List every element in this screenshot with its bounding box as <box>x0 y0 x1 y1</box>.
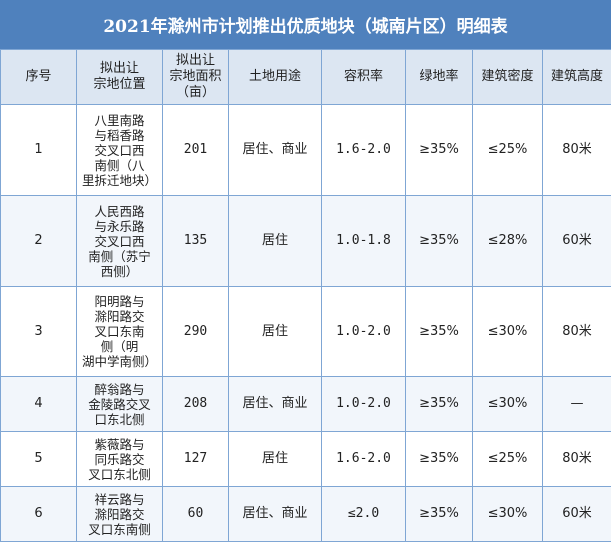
cell-area: 60 <box>163 487 229 542</box>
cell-land-use: 居住、商业 <box>229 487 322 542</box>
cell-location: 阳明路与 滁阳路交 叉口东南 侧（明 湖中学南侧） <box>77 287 163 377</box>
column-header-far: 容积率 <box>322 50 406 105</box>
table-title: 2021年滁州市计划推出优质地块（城南片区）明细表 <box>0 0 611 49</box>
cell-far: 1.0-2.0 <box>322 287 406 377</box>
cell-land-use: 居住 <box>229 287 322 377</box>
cell-no: 5 <box>1 432 77 487</box>
cell-height: 80米 <box>543 287 611 377</box>
cell-area: 127 <box>163 432 229 487</box>
cell-location: 祥云路与 滁阳路交 叉口东南侧 <box>77 487 163 542</box>
cell-far: 1.0-1.8 <box>322 196 406 287</box>
cell-green-ratio: ≥35% <box>406 432 473 487</box>
cell-area: 290 <box>163 287 229 377</box>
cell-no: 1 <box>1 105 77 196</box>
column-header-height: 建筑高度 <box>543 50 611 105</box>
land-plot-table: 序号 拟出让 宗地位置 拟出让 宗地面积 （亩） 土地用途 容积率 绿地率 建筑… <box>0 49 611 542</box>
column-header-green-ratio: 绿地率 <box>406 50 473 105</box>
cell-height: 60米 <box>543 196 611 287</box>
cell-far: 1.6-2.0 <box>322 105 406 196</box>
cell-density: ≤25% <box>473 432 543 487</box>
cell-far: 1.0-2.0 <box>322 377 406 432</box>
cell-location: 醉翁路与 金陵路交叉 口东北侧 <box>77 377 163 432</box>
cell-height: 80米 <box>543 432 611 487</box>
cell-no: 4 <box>1 377 77 432</box>
cell-density: ≤30% <box>473 487 543 542</box>
table-row: 1 八里南路 与稻香路 交叉口西 南侧（八 里拆迁地块） 201 居住、商业 1… <box>1 105 611 196</box>
column-header-density: 建筑密度 <box>473 50 543 105</box>
cell-location: 八里南路 与稻香路 交叉口西 南侧（八 里拆迁地块） <box>77 105 163 196</box>
header-row: 序号 拟出让 宗地位置 拟出让 宗地面积 （亩） 土地用途 容积率 绿地率 建筑… <box>1 50 611 105</box>
cell-green-ratio: ≥35% <box>406 287 473 377</box>
cell-green-ratio: ≥35% <box>406 105 473 196</box>
table-row: 4 醉翁路与 金陵路交叉 口东北侧 208 居住、商业 1.0-2.0 ≥35%… <box>1 377 611 432</box>
cell-density: ≤25% <box>473 105 543 196</box>
cell-height: — <box>543 377 611 432</box>
cell-height: 60米 <box>543 487 611 542</box>
cell-area: 201 <box>163 105 229 196</box>
cell-no: 2 <box>1 196 77 287</box>
cell-no: 6 <box>1 487 77 542</box>
cell-land-use: 居住 <box>229 196 322 287</box>
cell-far: ≤2.0 <box>322 487 406 542</box>
cell-density: ≤30% <box>473 287 543 377</box>
table-row: 3 阳明路与 滁阳路交 叉口东南 侧（明 湖中学南侧） 290 居住 1.0-2… <box>1 287 611 377</box>
cell-location: 人民西路 与永乐路 交叉口西 南侧（苏宁 西侧） <box>77 196 163 287</box>
cell-green-ratio: ≥35% <box>406 487 473 542</box>
cell-location: 紫薇路与 同乐路交 叉口东北侧 <box>77 432 163 487</box>
cell-density: ≤28% <box>473 196 543 287</box>
cell-far: 1.6-2.0 <box>322 432 406 487</box>
cell-area: 135 <box>163 196 229 287</box>
cell-density: ≤30% <box>473 377 543 432</box>
cell-green-ratio: ≥35% <box>406 196 473 287</box>
cell-land-use: 居住、商业 <box>229 377 322 432</box>
table-row: 2 人民西路 与永乐路 交叉口西 南侧（苏宁 西侧） 135 居住 1.0-1.… <box>1 196 611 287</box>
cell-land-use: 居住、商业 <box>229 105 322 196</box>
cell-green-ratio: ≥35% <box>406 377 473 432</box>
column-header-location: 拟出让 宗地位置 <box>77 50 163 105</box>
cell-area: 208 <box>163 377 229 432</box>
table-row: 5 紫薇路与 同乐路交 叉口东北侧 127 居住 1.6-2.0 ≥35% ≤2… <box>1 432 611 487</box>
cell-no: 3 <box>1 287 77 377</box>
column-header-land-use: 土地用途 <box>229 50 322 105</box>
cell-height: 80米 <box>543 105 611 196</box>
column-header-area: 拟出让 宗地面积 （亩） <box>163 50 229 105</box>
cell-land-use: 居住 <box>229 432 322 487</box>
table-row: 6 祥云路与 滁阳路交 叉口东南侧 60 居住、商业 ≤2.0 ≥35% ≤30… <box>1 487 611 542</box>
column-header-no: 序号 <box>1 50 77 105</box>
